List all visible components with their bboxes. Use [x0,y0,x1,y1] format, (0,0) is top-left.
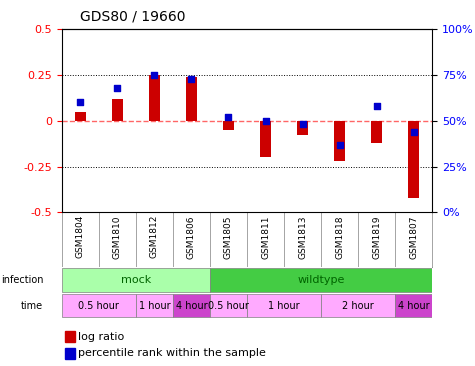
Text: GSM1807: GSM1807 [409,215,418,258]
Text: GSM1818: GSM1818 [335,215,344,258]
Text: log ratio: log ratio [78,332,124,342]
Text: 0.5 hour: 0.5 hour [208,300,249,311]
Text: percentile rank within the sample: percentile rank within the sample [78,348,266,358]
FancyBboxPatch shape [321,294,395,317]
Text: GSM1810: GSM1810 [113,215,122,258]
Bar [186,77,197,121]
FancyBboxPatch shape [136,294,173,317]
Point [299,122,306,127]
Point [114,85,121,91]
Text: GSM1804: GSM1804 [76,215,85,258]
Point [373,103,380,109]
Text: GSM1811: GSM1811 [261,215,270,258]
Text: GDS80 / 19660: GDS80 / 19660 [80,10,186,24]
FancyBboxPatch shape [395,294,432,317]
Text: 0.5 hour: 0.5 hour [78,300,119,311]
Text: GSM1806: GSM1806 [187,215,196,258]
Bar [66,348,75,359]
Text: 2 hour: 2 hour [342,300,374,311]
Bar [260,121,271,157]
Bar [334,121,345,161]
Bar [371,121,382,143]
Text: 4 hour: 4 hour [176,300,207,311]
Bar [149,75,160,121]
FancyBboxPatch shape [247,294,321,317]
Bar [223,121,234,130]
Bar [66,331,75,342]
Point [76,100,84,105]
FancyBboxPatch shape [62,294,136,317]
Text: infection: infection [1,275,43,285]
Text: 4 hour: 4 hour [398,300,429,311]
Point [336,142,343,147]
Point [225,114,232,120]
Point [188,76,195,82]
Bar [75,112,86,121]
Text: GSM1812: GSM1812 [150,215,159,258]
Text: GSM1805: GSM1805 [224,215,233,258]
Text: GSM1819: GSM1819 [372,215,381,258]
Bar [297,121,308,135]
Text: 1 hour: 1 hour [268,300,300,311]
Text: GSM1813: GSM1813 [298,215,307,258]
Text: time: time [21,300,43,311]
FancyBboxPatch shape [210,294,247,317]
Bar [408,121,419,198]
Point [410,129,418,135]
Point [262,118,269,124]
FancyBboxPatch shape [62,268,210,291]
Bar [112,99,123,121]
Text: wildtype: wildtype [297,275,345,285]
Text: mock: mock [121,275,151,285]
Point [151,72,158,78]
FancyBboxPatch shape [173,294,210,317]
FancyBboxPatch shape [210,268,432,291]
Text: 1 hour: 1 hour [139,300,170,311]
